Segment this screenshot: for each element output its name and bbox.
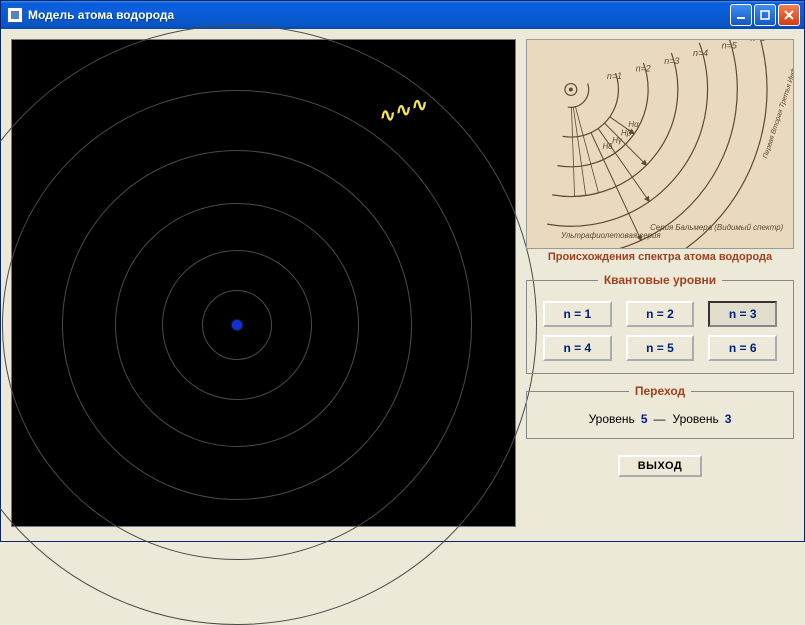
- quantum-levels-legend: Квантовые уровни: [598, 273, 722, 287]
- nucleus: [232, 320, 242, 330]
- titlebar[interactable]: Модель атома водорода: [1, 1, 804, 29]
- app-icon: [7, 7, 23, 23]
- to-label: Уровень: [673, 412, 719, 426]
- app-window: Модель атома водорода ∿∿∿ n=1n=2n=3n=4n=…: [0, 0, 805, 542]
- levels-grid: n = 1 n = 2 n = 3 n = 4 n = 5 n = 6: [535, 297, 785, 365]
- transition-row: Уровень 5 — Уровень 3: [535, 408, 785, 430]
- atom-visualization: ∿∿∿: [11, 39, 516, 527]
- level-button-n6[interactable]: n = 6: [708, 335, 777, 361]
- exit-row: ВЫХОД: [526, 455, 794, 477]
- svg-text:n=6: n=6: [750, 40, 765, 43]
- spectrum-svg: n=1 n=2 n=3 n=4 n=5 n=6 HαHβHγHδ Ультрафиолетов…: [527, 40, 793, 248]
- transition-panel: Переход Уровень 5 — Уровень 3: [526, 384, 794, 439]
- svg-text:n=1: n=1: [607, 71, 622, 81]
- level-button-n4[interactable]: n = 4: [543, 335, 612, 361]
- level-button-n5[interactable]: n = 5: [626, 335, 695, 361]
- svg-text:Ультрафиолетовая серия: Ультрафиолетовая серия: [560, 231, 661, 240]
- level-button-n2[interactable]: n = 2: [626, 301, 695, 327]
- client-area: ∿∿∿ n=1 n=2 n=3 n=4 n=5 n=6 HαHβHγHδ Ультрафиол…: [1, 29, 804, 541]
- close-button[interactable]: [778, 4, 800, 26]
- window-title: Модель атома водорода: [28, 8, 174, 22]
- level-button-n1[interactable]: n = 1: [543, 301, 612, 327]
- svg-text:n=4: n=4: [693, 48, 708, 58]
- to-value: 3: [725, 412, 732, 426]
- svg-text:n=3: n=3: [664, 56, 679, 66]
- level-button-n3[interactable]: n = 3: [708, 301, 777, 327]
- svg-text:Hγ: Hγ: [612, 136, 623, 145]
- minimize-icon: [736, 10, 746, 20]
- spectrum-block: n=1 n=2 n=3 n=4 n=5 n=6 HαHβHγHδ Ультрафиолетов…: [526, 39, 794, 263]
- svg-text:Hα: Hα: [628, 120, 639, 129]
- spectrum-caption: Происхождения спектра атома водорода: [526, 251, 794, 263]
- svg-text:Hβ: Hβ: [621, 129, 632, 138]
- transition-legend: Переход: [629, 384, 691, 398]
- svg-text:n=2: n=2: [636, 64, 651, 74]
- spectrum-diagram: n=1 n=2 n=3 n=4 n=5 n=6 HαHβHγHδ Ультрафиолетов…: [526, 39, 794, 249]
- orbit-ring: [0, 25, 537, 625]
- side-panel: n=1 n=2 n=3 n=4 n=5 n=6 HαHβHγHδ Ультрафиолетов…: [526, 39, 794, 531]
- maximize-icon: [760, 10, 770, 20]
- svg-text:Серия Бальмера (Видимый спектр: Серия Бальмера (Видимый спектр): [650, 223, 784, 232]
- from-label: Уровень: [589, 412, 635, 426]
- close-icon: [784, 10, 794, 20]
- window-buttons: [730, 4, 800, 26]
- minimize-button[interactable]: [730, 4, 752, 26]
- exit-button[interactable]: ВЫХОД: [618, 455, 703, 477]
- quantum-levels-panel: Квантовые уровни n = 1n = 2n = 3n = 4n =…: [526, 273, 794, 374]
- maximize-button[interactable]: [754, 4, 776, 26]
- from-value: 5: [641, 412, 648, 426]
- svg-text:Hδ: Hδ: [602, 142, 613, 151]
- svg-text:n=5: n=5: [722, 40, 737, 50]
- transition-separator: —: [654, 412, 667, 426]
